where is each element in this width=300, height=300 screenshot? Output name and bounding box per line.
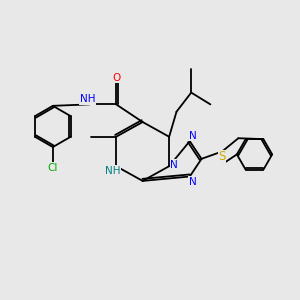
Text: S: S [218,150,226,163]
Text: N: N [189,177,196,187]
Text: NH: NH [80,94,95,104]
Text: O: O [112,73,120,83]
Text: NH: NH [105,166,120,176]
Text: N: N [170,160,178,170]
Text: N: N [189,131,196,141]
Text: Cl: Cl [48,163,58,173]
